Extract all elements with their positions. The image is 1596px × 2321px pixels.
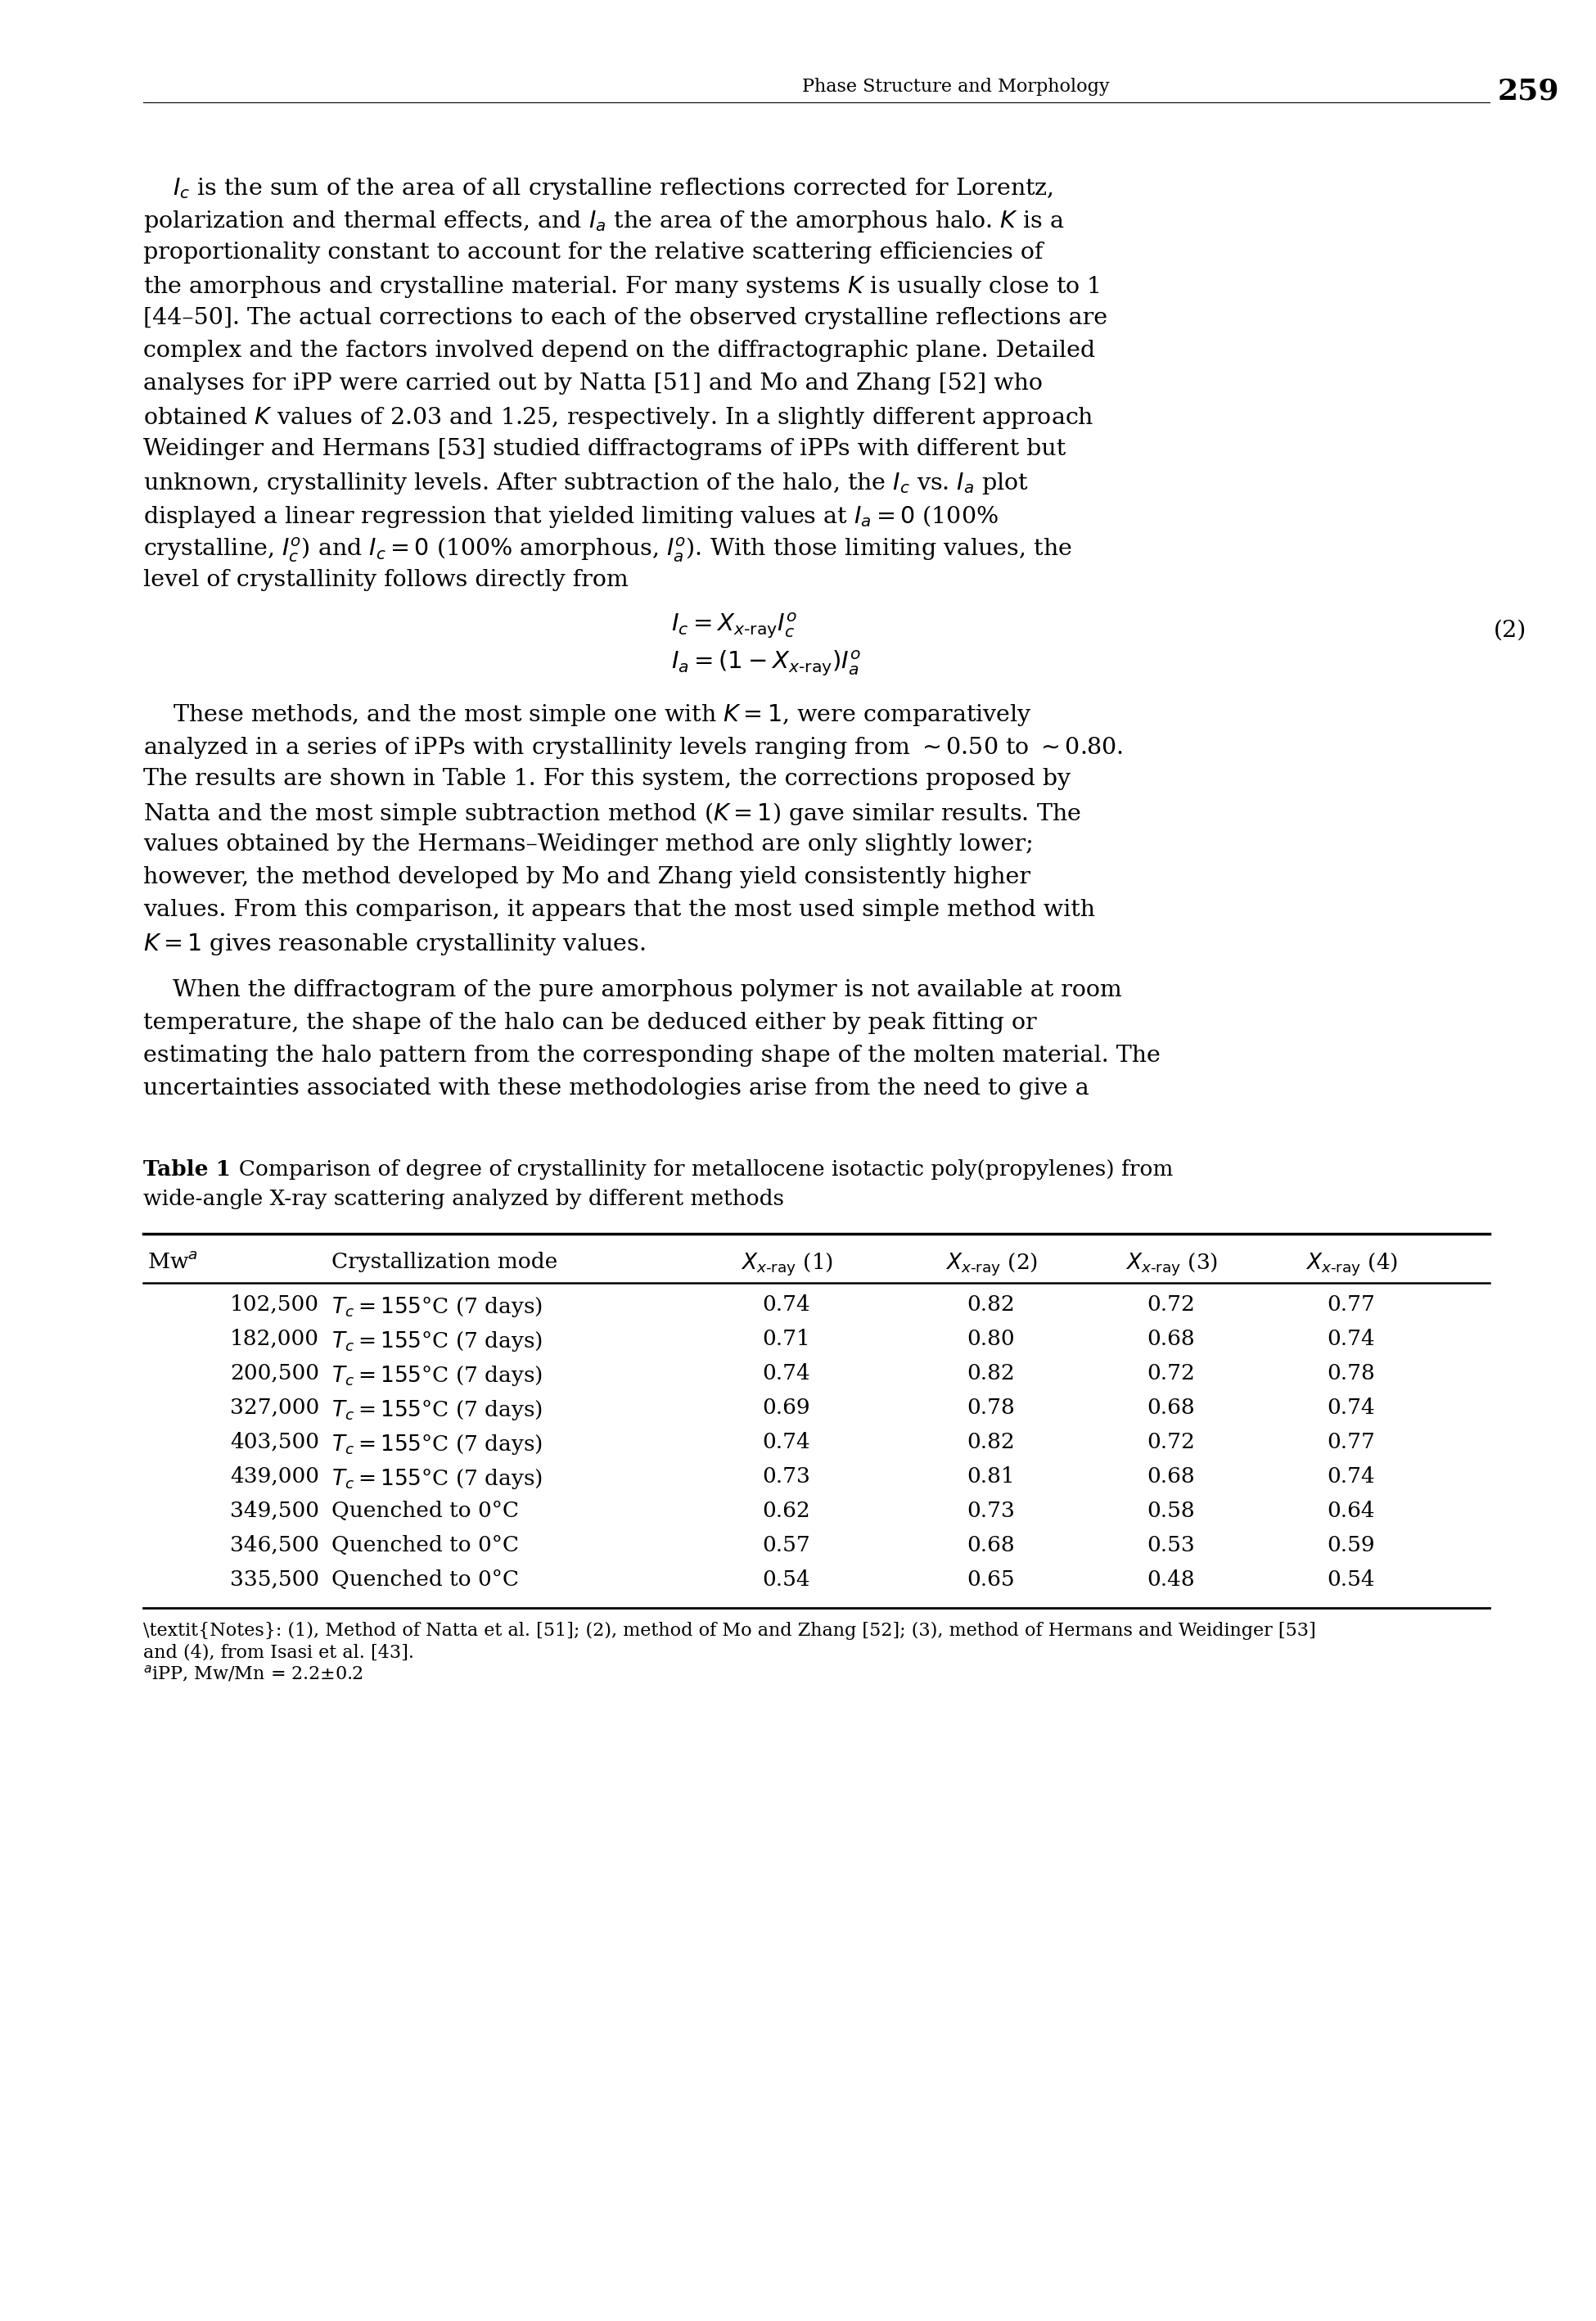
Text: $T_c = 155$°C (7 days): $T_c = 155$°C (7 days) <box>332 1328 543 1353</box>
Text: $X_{x\text{-ray}}$ (1): $X_{x\text{-ray}}$ (1) <box>741 1251 833 1279</box>
Text: 0.57: 0.57 <box>763 1534 811 1555</box>
Text: 0.80: 0.80 <box>967 1328 1015 1349</box>
Text: level of crystallinity follows directly from: level of crystallinity follows directly … <box>144 569 629 592</box>
Text: 0.62: 0.62 <box>763 1502 811 1520</box>
Text: 403,500: 403,500 <box>230 1432 319 1453</box>
Text: $I_c$ is the sum of the area of all crystalline reflections corrected for Lorent: $I_c$ is the sum of the area of all crys… <box>144 176 1053 202</box>
Text: Crystallization mode: Crystallization mode <box>332 1251 557 1272</box>
Text: 0.68: 0.68 <box>1148 1328 1195 1349</box>
Text: 0.74: 0.74 <box>1326 1467 1376 1488</box>
Text: 0.73: 0.73 <box>967 1502 1015 1520</box>
Text: 0.74: 0.74 <box>763 1432 811 1453</box>
Text: values. From this comparison, it appears that the most used simple method with: values. From this comparison, it appears… <box>144 898 1095 921</box>
Text: The results are shown in Table 1. For this system, the corrections proposed by: The results are shown in Table 1. For th… <box>144 768 1071 789</box>
Text: 0.68: 0.68 <box>1148 1397 1195 1418</box>
Text: 327,000: 327,000 <box>230 1397 319 1418</box>
Text: 439,000: 439,000 <box>230 1467 319 1488</box>
Text: 0.73: 0.73 <box>763 1467 811 1488</box>
Text: $I_c = X_{x\text{-ray}}I_c^o$: $I_c = X_{x\text{-ray}}I_c^o$ <box>672 610 796 641</box>
Text: 0.81: 0.81 <box>967 1467 1015 1488</box>
Text: $X_{x\text{-ray}}$ (3): $X_{x\text{-ray}}$ (3) <box>1125 1251 1218 1279</box>
Text: wide-angle X-ray scattering analyzed by different methods: wide-angle X-ray scattering analyzed by … <box>144 1188 784 1209</box>
Text: 102,500: 102,500 <box>230 1295 319 1314</box>
Text: unknown, crystallinity levels. After subtraction of the halo, the $I_c$ vs. $I_a: unknown, crystallinity levels. After sub… <box>144 471 1029 497</box>
Text: obtained $K$ values of 2.03 and 1.25, respectively. In a slightly different appr: obtained $K$ values of 2.03 and 1.25, re… <box>144 406 1093 432</box>
Text: 0.68: 0.68 <box>1148 1467 1195 1488</box>
Text: 0.77: 0.77 <box>1326 1295 1376 1314</box>
Text: 0.65: 0.65 <box>967 1569 1015 1590</box>
Text: $I_a = (1 - X_{x\text{-ray}})I_a^o$: $I_a = (1 - X_{x\text{-ray}})I_a^o$ <box>672 650 860 678</box>
Text: 0.74: 0.74 <box>763 1295 811 1314</box>
Text: 335,500: 335,500 <box>230 1569 319 1590</box>
Text: 0.72: 0.72 <box>1148 1362 1195 1383</box>
Text: the amorphous and crystalline material. For many systems $K$ is usually close to: the amorphous and crystalline material. … <box>144 274 1100 299</box>
Text: 0.74: 0.74 <box>1326 1328 1376 1349</box>
Text: \textit{Notes}: (1), Method of Natta et al. [51]; (2), method of Mo and Zhang [5: \textit{Notes}: (1), Method of Natta et … <box>144 1622 1315 1641</box>
Text: 259: 259 <box>1497 79 1559 107</box>
Text: 0.71: 0.71 <box>763 1328 811 1349</box>
Text: 0.59: 0.59 <box>1326 1534 1376 1555</box>
Text: $T_c = 155$°C (7 days): $T_c = 155$°C (7 days) <box>332 1295 543 1318</box>
Text: These methods, and the most simple one with $K = 1$, were comparatively: These methods, and the most simple one w… <box>144 703 1033 729</box>
Text: 0.48: 0.48 <box>1148 1569 1195 1590</box>
Text: 0.54: 0.54 <box>1326 1569 1376 1590</box>
Text: 182,000: 182,000 <box>230 1328 319 1349</box>
Text: [44–50]. The actual corrections to each of the observed crystalline reflections : [44–50]. The actual corrections to each … <box>144 306 1108 330</box>
Text: 0.69: 0.69 <box>763 1397 811 1418</box>
Text: however, the method developed by Mo and Zhang yield consistently higher: however, the method developed by Mo and … <box>144 866 1031 889</box>
Text: $X_{x\text{-ray}}$ (4): $X_{x\text{-ray}}$ (4) <box>1306 1251 1398 1279</box>
Text: temperature, the shape of the halo can be deduced either by peak fitting or: temperature, the shape of the halo can b… <box>144 1012 1037 1035</box>
Text: Weidinger and Hermans [53] studied diffractograms of iPPs with different but: Weidinger and Hermans [53] studied diffr… <box>144 439 1066 460</box>
Text: proportionality constant to account for the relative scattering efficiencies of: proportionality constant to account for … <box>144 241 1044 265</box>
Text: analyzed in a series of iPPs with crystallinity levels ranging from $\sim$0.50 t: analyzed in a series of iPPs with crysta… <box>144 736 1122 761</box>
Text: Quenched to 0°C: Quenched to 0°C <box>332 1569 519 1590</box>
Text: and (4), from Isasi et al. [43].: and (4), from Isasi et al. [43]. <box>144 1643 413 1662</box>
Text: 0.72: 0.72 <box>1148 1295 1195 1314</box>
Text: 0.54: 0.54 <box>763 1569 811 1590</box>
Text: 0.68: 0.68 <box>967 1534 1015 1555</box>
Text: estimating the halo pattern from the corresponding shape of the molten material.: estimating the halo pattern from the cor… <box>144 1044 1160 1068</box>
Text: 0.82: 0.82 <box>967 1362 1015 1383</box>
Text: 200,500: 200,500 <box>230 1362 319 1383</box>
Text: $T_c = 155$°C (7 days): $T_c = 155$°C (7 days) <box>332 1397 543 1423</box>
Text: polarization and thermal effects, and $I_a$ the area of the amorphous halo. $K$ : polarization and thermal effects, and $I… <box>144 209 1065 234</box>
Text: 346,500: 346,500 <box>230 1534 319 1555</box>
Text: 0.78: 0.78 <box>1326 1362 1376 1383</box>
Text: 0.82: 0.82 <box>967 1295 1015 1314</box>
Text: $T_c = 155$°C (7 days): $T_c = 155$°C (7 days) <box>332 1362 543 1388</box>
Text: displayed a linear regression that yielded limiting values at $I_a = 0$ (100%: displayed a linear regression that yield… <box>144 504 999 529</box>
Text: Comparison of degree of crystallinity for metallocene isotactic poly(propylenes): Comparison of degree of crystallinity fo… <box>225 1158 1173 1179</box>
Text: 349,500: 349,500 <box>230 1502 319 1520</box>
Text: Natta and the most simple subtraction method ($K = 1$) gave similar results. The: Natta and the most simple subtraction me… <box>144 801 1080 826</box>
Text: analyses for iPP were carried out by Natta [51] and Mo and Zhang [52] who: analyses for iPP were carried out by Nat… <box>144 371 1042 395</box>
Text: Quenched to 0°C: Quenched to 0°C <box>332 1534 519 1555</box>
Text: $X_{x\text{-ray}}$ (2): $X_{x\text{-ray}}$ (2) <box>945 1251 1037 1279</box>
Text: 0.78: 0.78 <box>967 1397 1015 1418</box>
Text: 0.53: 0.53 <box>1148 1534 1195 1555</box>
Text: crystalline, $I_c^o$) and $I_c = 0$ (100% amorphous, $I_a^o$). With those limiti: crystalline, $I_c^o$) and $I_c = 0$ (100… <box>144 536 1073 564</box>
Text: Mw$^a$: Mw$^a$ <box>147 1251 198 1272</box>
Text: 0.58: 0.58 <box>1148 1502 1195 1520</box>
Text: (2): (2) <box>1494 620 1527 641</box>
Text: 0.74: 0.74 <box>1326 1397 1376 1418</box>
Text: Table 1: Table 1 <box>144 1158 231 1179</box>
Text: Phase Structure and Morphology: Phase Structure and Morphology <box>803 79 1109 95</box>
Text: 0.77: 0.77 <box>1326 1432 1376 1453</box>
Text: $T_c = 155$°C (7 days): $T_c = 155$°C (7 days) <box>332 1467 543 1490</box>
Text: $K = 1$ gives reasonable crystallinity values.: $K = 1$ gives reasonable crystallinity v… <box>144 931 645 956</box>
Text: 0.82: 0.82 <box>967 1432 1015 1453</box>
Text: 0.74: 0.74 <box>763 1362 811 1383</box>
Text: $^a$iPP, Mw/Mn = 2.2$\pm$0.2: $^a$iPP, Mw/Mn = 2.2$\pm$0.2 <box>144 1664 364 1685</box>
Text: 0.64: 0.64 <box>1326 1502 1376 1520</box>
Text: complex and the factors involved depend on the diffractographic plane. Detailed: complex and the factors involved depend … <box>144 339 1095 362</box>
Text: uncertainties associated with these methodologies arise from the need to give a: uncertainties associated with these meth… <box>144 1077 1088 1100</box>
Text: values obtained by the Hermans–Weidinger method are only slightly lower;: values obtained by the Hermans–Weidinger… <box>144 833 1034 856</box>
Text: Quenched to 0°C: Quenched to 0°C <box>332 1502 519 1520</box>
Text: 0.72: 0.72 <box>1148 1432 1195 1453</box>
Text: When the diffractogram of the pure amorphous polymer is not available at room: When the diffractogram of the pure amorp… <box>144 979 1122 1000</box>
Text: $T_c = 155$°C (7 days): $T_c = 155$°C (7 days) <box>332 1432 543 1458</box>
